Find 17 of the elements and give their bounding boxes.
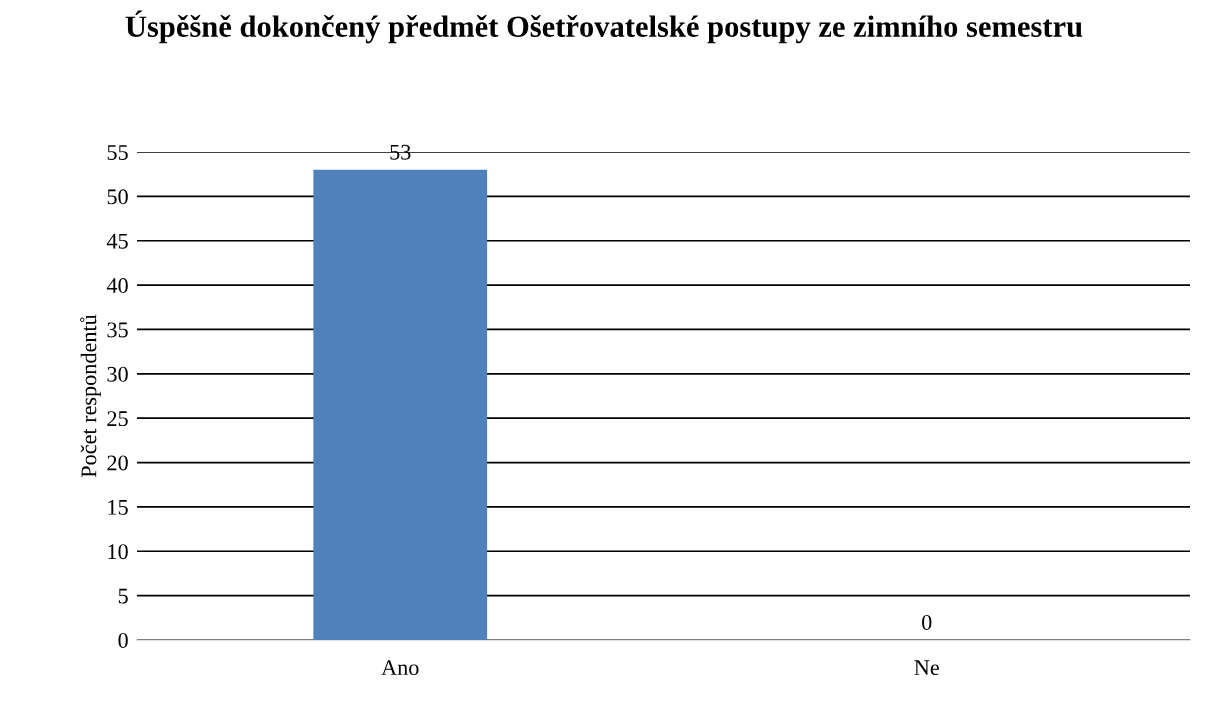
y-tick-label: 45 (106, 233, 128, 249)
y-axis-title: Počet respondentů (80, 314, 101, 478)
y-tick-label: 50 (107, 189, 128, 205)
y-tick-label: 20 (107, 455, 128, 471)
y-tick-label: 35 (107, 322, 128, 338)
chart-title: Úspěšně dokončený předmět Ošetřovatelské postupy ze zimního semestru (125, 10, 1083, 44)
y-tick-label: 15 (108, 499, 128, 515)
x-tick-label: Ne (914, 660, 939, 676)
y-tick-label: 55 (107, 145, 128, 160)
y-tick-label: 10 (108, 544, 128, 560)
y-tick-label: 0 (118, 632, 128, 648)
y-tick-label: 30 (107, 366, 128, 382)
y-tick-label: 25 (107, 411, 128, 427)
y-tick-label: 40 (106, 278, 128, 294)
y-tick-label: 5 (118, 588, 128, 604)
data-label: 0 (922, 614, 932, 630)
x-tick-label: Ano (381, 660, 419, 676)
